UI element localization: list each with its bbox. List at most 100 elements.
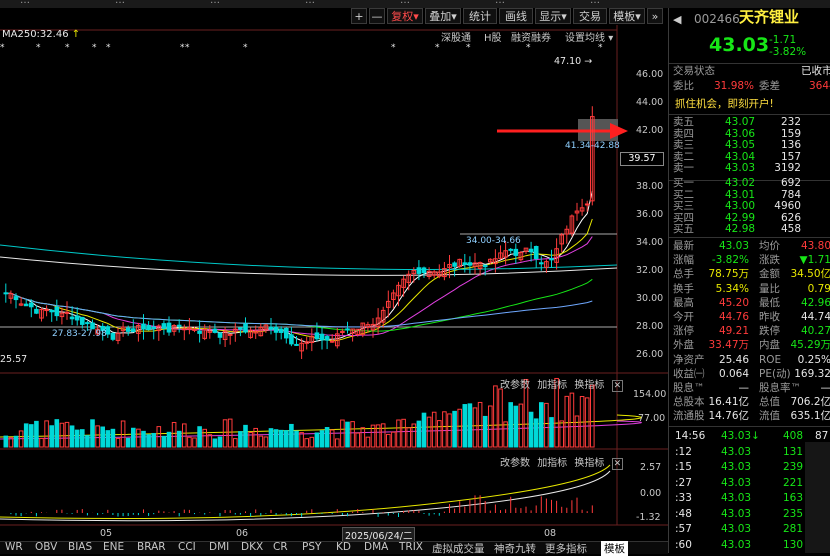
indicator-tab[interactable]: 更多指标	[545, 541, 587, 556]
top-menu-item[interactable]: …	[495, 0, 505, 6]
volume-bar	[519, 404, 523, 447]
indicator-tab[interactable]: WR	[5, 541, 23, 553]
candle-body	[325, 337, 329, 341]
top-menu-item[interactable]: …	[210, 0, 220, 6]
volume-bar	[86, 436, 90, 447]
volume-bar	[330, 430, 334, 447]
indicator-tab[interactable]: DKX	[241, 541, 263, 553]
volume-bar	[223, 420, 227, 447]
price-axis-tick: 30.00	[636, 293, 663, 304]
volume-bar	[132, 428, 136, 447]
indicator-tab[interactable]: OBV	[35, 541, 57, 553]
chevron-down-icon: ▾	[561, 10, 567, 23]
top-menu-item[interactable]: …	[400, 0, 410, 6]
stat-label: 内盘	[759, 339, 780, 352]
indicator-tab[interactable]: 模板	[601, 541, 628, 556]
template-label: 模板	[613, 10, 635, 23]
stat-value: 33.47万	[708, 339, 749, 352]
stat-label: 今开	[673, 311, 694, 324]
close-icon[interactable]: ✕	[612, 380, 624, 392]
rights-adjust-button[interactable]: 复权▾	[387, 8, 423, 24]
volume-bar	[565, 396, 569, 447]
level-label: 买五	[673, 223, 694, 236]
ma-settings-label: 设置均线	[565, 33, 605, 44]
indicator-tab[interactable]: DMI	[209, 541, 229, 553]
volume-bar	[274, 430, 278, 447]
prev-stock-arrow-icon[interactable]: ◀	[673, 13, 681, 26]
volume-bar	[96, 426, 100, 447]
zoom-in-button[interactable]: +	[351, 8, 367, 24]
trade-button[interactable]: 交易	[573, 8, 607, 24]
indicator-tab[interactable]: BIAS	[68, 541, 92, 553]
top-menu-item[interactable]: …	[20, 0, 30, 6]
range-label-34: 34.00-34.66	[466, 236, 521, 246]
margin-trading-link[interactable]: 融资融券	[511, 29, 551, 44]
indicator-tab[interactable]: KD	[336, 541, 351, 553]
macd-switch-indicator-button[interactable]: 换指标	[574, 458, 604, 469]
indicator-tab[interactable]: TRIX	[399, 541, 423, 553]
stat-value: 0.064	[719, 368, 749, 381]
indicator-tab[interactable]: CR	[273, 541, 288, 553]
top-menu-item[interactable]: …	[115, 0, 125, 6]
level-label: 卖一	[673, 162, 694, 175]
stat-value: 5.34%	[716, 283, 749, 296]
candle-body	[239, 328, 243, 329]
volume-bar	[453, 411, 457, 447]
stat-label: PE(动)	[759, 368, 791, 381]
shenzhen-connect-link[interactable]: 深股通	[441, 29, 471, 44]
macd-change-params-button[interactable]: 改参数	[500, 458, 530, 469]
indicator-tab[interactable]: 神奇九转	[494, 541, 536, 556]
top-menu-item[interactable]: …	[305, 0, 315, 6]
candle-body	[91, 323, 95, 329]
volume-tick-2: 77.00	[638, 413, 665, 424]
h-share-link[interactable]: H股	[484, 29, 502, 44]
volume-bar	[320, 431, 324, 447]
volume-bar	[116, 438, 120, 447]
zoom-out-button[interactable]: —	[369, 8, 385, 24]
event-marker-icon: *	[526, 43, 531, 53]
candle-body	[315, 333, 319, 339]
event-marker-icon: *	[598, 43, 603, 53]
stat-label: 均价	[759, 240, 780, 253]
template-button[interactable]: 模板▾	[609, 8, 645, 24]
indicator-tab[interactable]: ENE	[103, 541, 124, 553]
tick-volume: 281	[783, 523, 803, 536]
stat-label: 最高	[673, 297, 694, 310]
chart-toolbar: + — 复权▾ 叠加▾ 统计 画线 显示▾ 交易 模板▾ »	[0, 8, 668, 25]
volume-bar	[162, 436, 166, 447]
close-icon[interactable]: ✕	[612, 458, 624, 470]
volume-bar	[504, 422, 508, 447]
display-button[interactable]: 显示▾	[535, 8, 571, 24]
indicator-tab[interactable]: PSY	[302, 541, 321, 553]
stat-value: 43.80	[801, 240, 830, 253]
more-button[interactable]: »	[647, 8, 663, 24]
volume-bar	[397, 420, 401, 447]
overlay-button[interactable]: 叠加▾	[425, 8, 461, 24]
candle-body	[540, 263, 544, 264]
volume-change-params-button[interactable]: 改参数	[500, 380, 530, 391]
stat-label: 最低	[759, 297, 780, 310]
volume-bar	[463, 405, 467, 447]
indicator-tab[interactable]: CCI	[178, 541, 196, 553]
top-menu-item[interactable]: …	[590, 0, 600, 6]
indicator-tab[interactable]: BRAR	[137, 541, 166, 553]
volume-switch-indicator-button[interactable]: 换指标	[574, 380, 604, 391]
macd-add-indicator-button[interactable]: 加指标	[537, 458, 567, 469]
stats-button[interactable]: 统计	[463, 8, 497, 24]
volume-tick-1: 154.00	[633, 389, 666, 400]
volume-bar	[75, 430, 79, 447]
volume-bar	[443, 412, 447, 447]
ma-settings-button[interactable]: 设置均线 ▾	[565, 29, 613, 44]
draw-line-button[interactable]: 画线	[499, 8, 533, 24]
promo-banner[interactable]: 抓住机会，即刻开户!	[669, 97, 830, 113]
indicator-tab[interactable]: 虚拟成交量	[432, 541, 485, 556]
long-ma-line	[0, 257, 617, 275]
indicator-tab[interactable]: DMA	[364, 541, 388, 553]
volume-add-indicator-button[interactable]: 加指标	[537, 380, 567, 391]
candle-body	[218, 333, 222, 337]
price-axis-tick: 34.00	[636, 237, 663, 248]
